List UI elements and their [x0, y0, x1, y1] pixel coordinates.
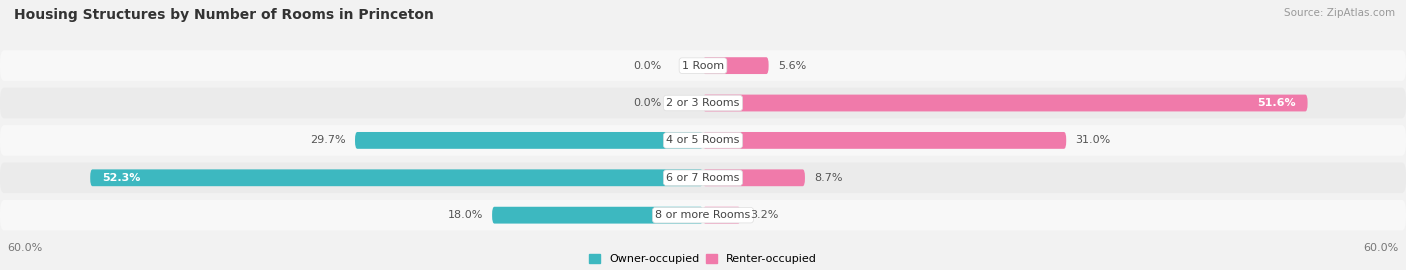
Text: 5.6%: 5.6%: [778, 61, 806, 71]
FancyBboxPatch shape: [703, 132, 1066, 149]
Text: Source: ZipAtlas.com: Source: ZipAtlas.com: [1284, 8, 1395, 18]
Text: 52.3%: 52.3%: [103, 173, 141, 183]
Text: 29.7%: 29.7%: [309, 135, 346, 146]
FancyBboxPatch shape: [703, 94, 1308, 112]
Text: 8 or more Rooms: 8 or more Rooms: [655, 210, 751, 220]
FancyBboxPatch shape: [492, 207, 703, 224]
FancyBboxPatch shape: [703, 169, 804, 186]
Text: 60.0%: 60.0%: [1364, 243, 1399, 254]
Text: 4 or 5 Rooms: 4 or 5 Rooms: [666, 135, 740, 146]
FancyBboxPatch shape: [0, 200, 1406, 231]
FancyBboxPatch shape: [0, 50, 1406, 81]
FancyBboxPatch shape: [703, 57, 769, 74]
Text: 60.0%: 60.0%: [7, 243, 42, 254]
Text: 51.6%: 51.6%: [1257, 98, 1296, 108]
Text: 2 or 3 Rooms: 2 or 3 Rooms: [666, 98, 740, 108]
Text: 3.2%: 3.2%: [749, 210, 779, 220]
Text: 31.0%: 31.0%: [1076, 135, 1111, 146]
Text: 1 Room: 1 Room: [682, 61, 724, 71]
Text: Housing Structures by Number of Rooms in Princeton: Housing Structures by Number of Rooms in…: [14, 8, 434, 22]
Text: 8.7%: 8.7%: [814, 173, 842, 183]
FancyBboxPatch shape: [354, 132, 703, 149]
Text: 0.0%: 0.0%: [634, 61, 662, 71]
Legend: Owner-occupied, Renter-occupied: Owner-occupied, Renter-occupied: [589, 254, 817, 264]
FancyBboxPatch shape: [90, 169, 703, 186]
FancyBboxPatch shape: [0, 125, 1406, 156]
Text: 0.0%: 0.0%: [634, 98, 662, 108]
FancyBboxPatch shape: [703, 207, 741, 224]
FancyBboxPatch shape: [0, 163, 1406, 193]
FancyBboxPatch shape: [0, 88, 1406, 118]
Text: 6 or 7 Rooms: 6 or 7 Rooms: [666, 173, 740, 183]
Text: 18.0%: 18.0%: [447, 210, 482, 220]
